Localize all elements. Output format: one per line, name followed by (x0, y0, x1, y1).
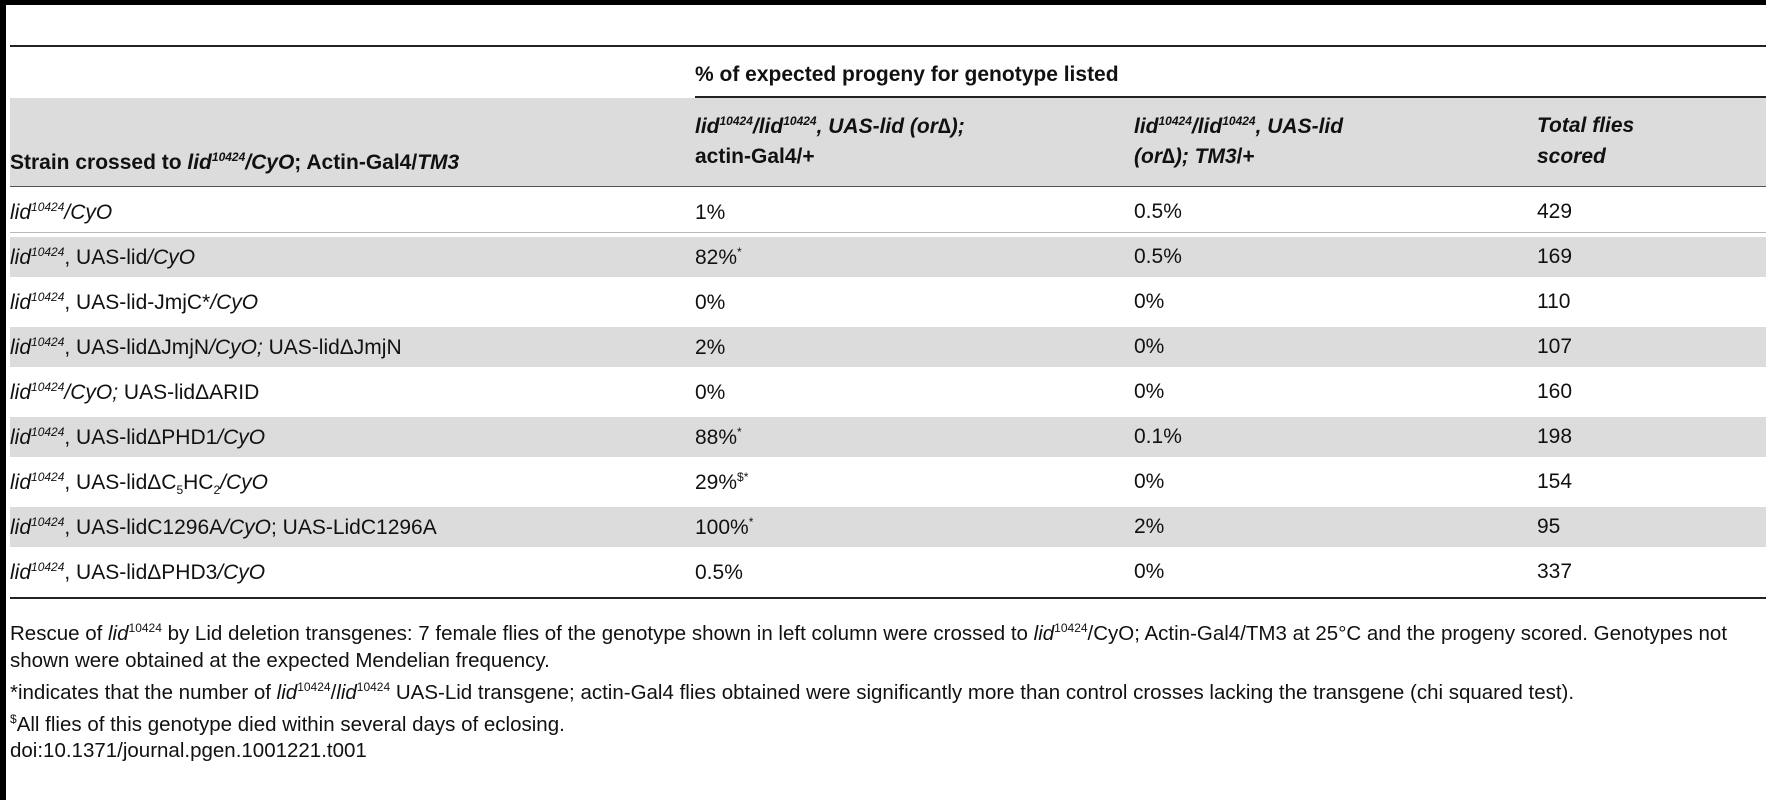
table-row: lid10424, UAS-lid/CyO 82%* 0.5% 169 (10, 237, 1766, 277)
super-header-rule (695, 96, 1766, 98)
footnote-caption: Rescue of lid10424 by Lid deletion trans… (10, 621, 1728, 672)
top-border (0, 0, 1766, 5)
table-row: lid10424/CyO 1% 0.5% 429 (10, 200, 1573, 224)
row-divider (10, 232, 1766, 233)
col4-header-line2: scored (1537, 145, 1606, 168)
table-row: lid10424, UAS-lidΔPHD3/CyO 0.5% 0% 337 (10, 560, 1573, 584)
table-footnotes: Rescue of lid10424 by Lid deletion trans… (10, 615, 1766, 764)
table-row: lid10424, UAS-lidΔC5HC2/CyO 29%$* 0% 154 (10, 470, 1573, 498)
col3-header-line1: lid10424/lid10424, UAS-lid (1134, 114, 1344, 138)
table-row: lid10424, UAS-lidΔPHD1/CyO 88%* 0.1% 198 (10, 417, 1766, 457)
table-row: lid10424, UAS-lid-JmjC*/CyO 0% 0% 110 (10, 290, 1571, 314)
col1-header: Strain crossed to lid10424/CyO; Actin-Ga… (10, 150, 460, 174)
super-header-row: % of expected progeny for genotype liste… (10, 53, 1766, 95)
doi-line: doi:10.1371/journal.pgen.1001221.t001 (10, 739, 367, 763)
col3-header-line2: (or∆); TM3/+ (1134, 145, 1255, 168)
table-bottom-rule (10, 597, 1766, 599)
col2-header-line1: lid10424/lid10424, UAS-lid (or∆); (695, 114, 965, 138)
left-border (0, 0, 6, 800)
header-top-rule (10, 45, 1766, 47)
col4-header-line1: Total flies (1537, 114, 1635, 137)
col2-header-line2: actin-Gal4/+ (695, 145, 815, 168)
table-row: lid10424/CyO; UAS-lidΔARID 0% 0% 160 (10, 380, 1573, 404)
header-bottom-rule (10, 186, 1766, 187)
footnote-dollar: $All flies of this genotype died within … (10, 711, 565, 736)
table-row: lid10424, UAS-lidC1296A/CyO; UAS-LidC129… (10, 507, 1766, 547)
column-header-row: Strain crossed to lid10424/CyO; Actin-Ga… (10, 98, 1766, 186)
table-row: lid10424, UAS-lidΔJmjN/CyO; UAS-lidΔJmjN… (10, 327, 1766, 367)
super-header: % of expected progeny for genotype liste… (695, 63, 1119, 86)
footnote-asterisk: *indicates that the number of lid10424/l… (10, 679, 1575, 704)
